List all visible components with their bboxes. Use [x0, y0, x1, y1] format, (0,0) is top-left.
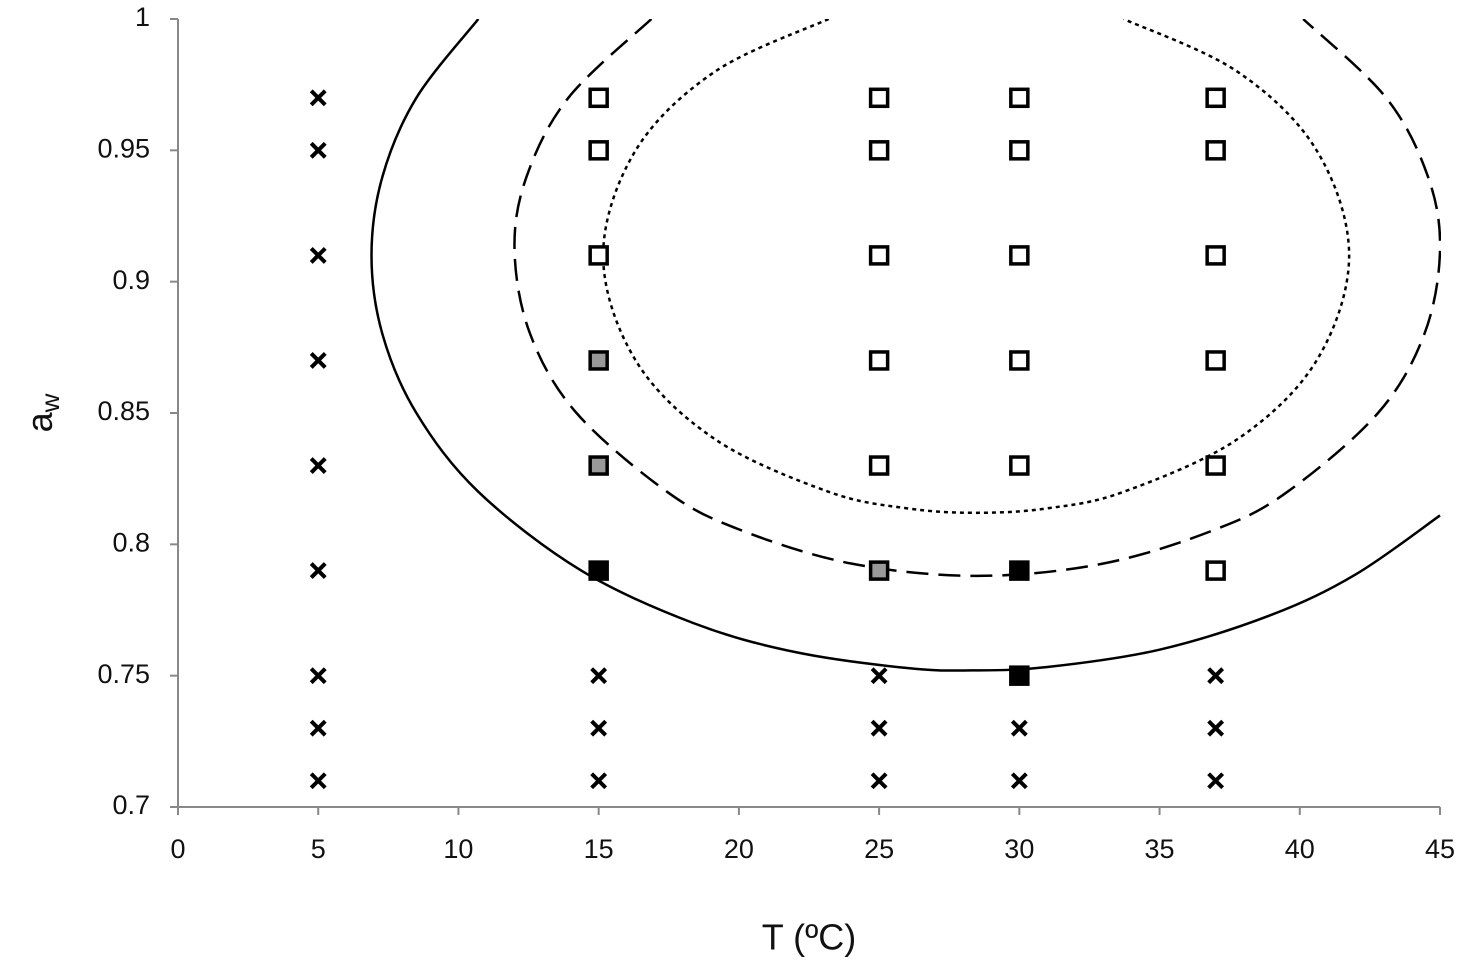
no-growth-marker: [309, 457, 327, 474]
growth-marker: [868, 87, 890, 109]
no-growth-marker: [870, 667, 888, 685]
growth-marker: [1205, 140, 1226, 161]
growth-marker: [588, 245, 609, 266]
growth-marker: [868, 245, 890, 266]
growth-marker: [1009, 245, 1030, 266]
growth-marker: [1009, 350, 1030, 371]
growth-marker: [868, 560, 890, 581]
no-growth-marker: [590, 719, 608, 737]
no-growth-marker: [309, 772, 327, 790]
contour-line: [601, 19, 1351, 515]
growth-marker: [868, 350, 890, 371]
no-growth-marker: [1207, 719, 1225, 737]
growth-marker: [868, 140, 890, 161]
y-axis-title-subscript: w: [35, 393, 65, 413]
no-growth-marker: [870, 772, 888, 790]
x-tick-label: 30: [1004, 834, 1034, 864]
y-tick-label: 0.9: [112, 265, 150, 295]
x-tick-label: 5: [311, 834, 326, 864]
y-tick-label: 0.7: [112, 790, 150, 820]
growth-marker: [588, 455, 609, 476]
x-tick-label: 10: [443, 834, 473, 864]
no-growth-marker: [309, 562, 327, 580]
plot-area: [370, 19, 1441, 672]
no-growth-marker: [1207, 772, 1225, 790]
y-tick-label: 0.95: [97, 133, 150, 163]
x-tick-label: 0: [170, 834, 185, 864]
growth-marker: [1009, 87, 1030, 109]
no-growth-marker: [1207, 667, 1225, 685]
no-growth-marker: [309, 719, 327, 737]
growth-marker: [1009, 140, 1030, 161]
x-tick-label: 15: [584, 834, 614, 864]
x-tick-label: 45: [1425, 834, 1455, 864]
growth-marker: [1205, 245, 1226, 266]
no-growth-marker: [309, 352, 327, 369]
growth-marker: [588, 87, 609, 109]
growth-marker: [868, 455, 890, 476]
no-growth-marker: [870, 719, 888, 737]
no-growth-marker: [309, 141, 327, 159]
x-tick-label: 35: [1145, 834, 1175, 864]
growth-marker: [1205, 350, 1226, 371]
no-growth-marker: [309, 89, 327, 107]
x-tick-label: 20: [724, 834, 754, 864]
x-axis-title: T (ºC): [762, 917, 856, 958]
growth-marker: [588, 350, 609, 371]
no-growth-marker: [1010, 772, 1028, 790]
contour-line: [370, 19, 1441, 672]
growth-marker: [588, 140, 609, 161]
growth-marker: [1009, 455, 1030, 476]
no-growth-marker: [309, 246, 327, 264]
growth-marker: [1205, 87, 1226, 109]
y-tick-label: 0.85: [97, 396, 150, 426]
no-growth-marker: [590, 772, 608, 790]
y-tick-label: 1: [135, 2, 150, 32]
y-axis-title: aw: [19, 393, 65, 432]
growth-marker: [1009, 560, 1030, 581]
growth-marker: [588, 560, 609, 581]
y-axis-title-main: a: [19, 411, 60, 432]
x-tick-label: 40: [1285, 834, 1315, 864]
growth-marker: [1009, 665, 1030, 686]
growth-marker: [1205, 560, 1226, 581]
x-tick-label: 25: [864, 834, 894, 864]
y-tick-label: 0.75: [97, 659, 150, 689]
no-growth-marker: [309, 667, 327, 685]
y-tick-label: 0.8: [112, 527, 150, 557]
no-growth-marker: [1010, 719, 1028, 737]
contour-line: [513, 19, 1441, 578]
no-growth-marker: [590, 667, 608, 685]
growth-marker: [1205, 455, 1226, 476]
